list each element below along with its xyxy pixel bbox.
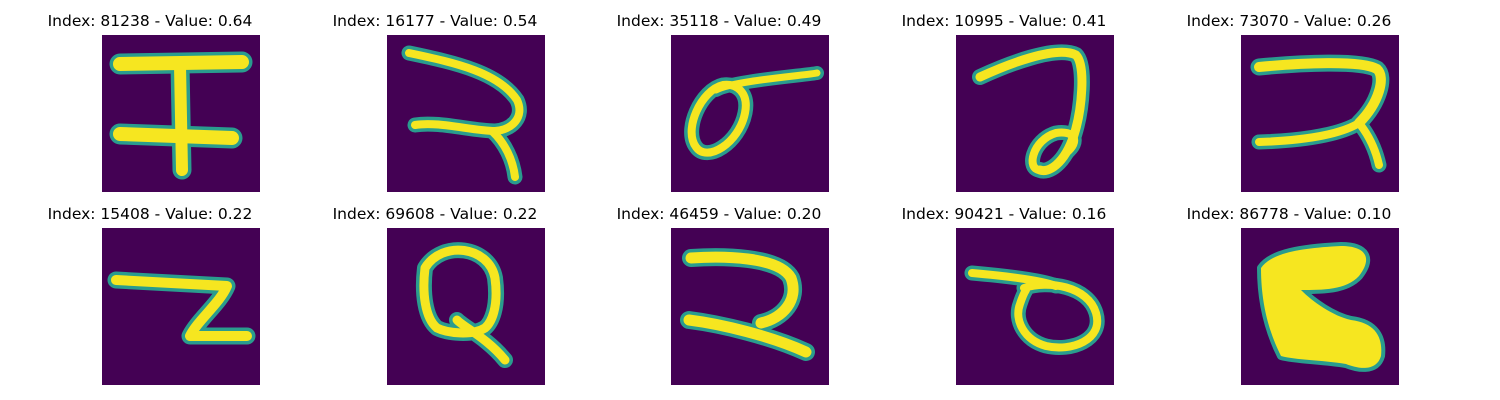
image-panel: Index: 90421 - Value: 0.16 xyxy=(854,193,1154,385)
image-panel: Index: 15408 - Value: 0.22 xyxy=(0,193,300,385)
image-panel: Index: 35118 - Value: 0.49 xyxy=(569,0,869,192)
image-panel: Index: 69608 - Value: 0.22 xyxy=(285,193,585,385)
glyph-h-icon xyxy=(102,35,260,192)
glyph-reverse-c-icon xyxy=(671,228,829,385)
image-panel: Index: 73070 - Value: 0.26 xyxy=(1139,0,1439,192)
panel-title: Index: 86778 - Value: 0.10 xyxy=(1186,205,1392,223)
glyph-oval-tail-icon xyxy=(956,228,1114,385)
glyph-curl-icon xyxy=(387,35,545,192)
panel-title: Index: 35118 - Value: 0.49 xyxy=(616,12,822,30)
panel-title: Index: 15408 - Value: 0.22 xyxy=(47,205,253,223)
glyph-q-icon xyxy=(387,228,545,385)
glyph-hook-loop-icon xyxy=(956,35,1114,192)
panel-title: Index: 81238 - Value: 0.64 xyxy=(47,12,253,30)
image-panel: Index: 10995 - Value: 0.41 xyxy=(854,0,1154,192)
glyph-loop-flag-icon xyxy=(671,35,829,192)
image-panel: Index: 86778 - Value: 0.10 xyxy=(1139,193,1439,385)
panel-title: Index: 90421 - Value: 0.16 xyxy=(901,205,1107,223)
panel-title: Index: 46459 - Value: 0.20 xyxy=(616,205,822,223)
glyph-double-bar-icon xyxy=(1241,35,1399,192)
panel-title: Index: 73070 - Value: 0.26 xyxy=(1186,12,1392,30)
image-panel: Index: 81238 - Value: 0.64 xyxy=(0,0,300,192)
panel-title: Index: 10995 - Value: 0.41 xyxy=(901,12,1107,30)
glyph-bold-s-icon xyxy=(1241,228,1399,385)
image-panel: Index: 46459 - Value: 0.20 xyxy=(569,193,869,385)
panel-title: Index: 16177 - Value: 0.54 xyxy=(332,12,538,30)
glyph-z-icon xyxy=(102,228,260,385)
image-panel: Index: 16177 - Value: 0.54 xyxy=(285,0,585,192)
panel-title: Index: 69608 - Value: 0.22 xyxy=(332,205,538,223)
